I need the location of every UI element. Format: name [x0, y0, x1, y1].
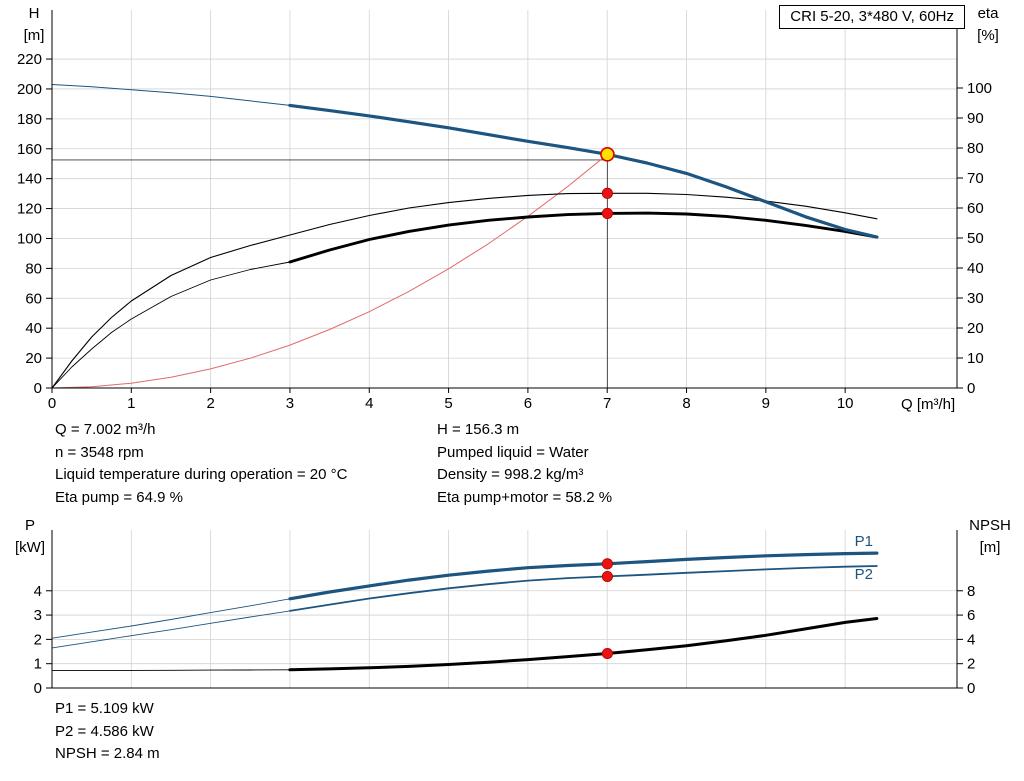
p-axis-name: P: [24, 517, 35, 534]
svg-text:2: 2: [34, 631, 42, 648]
info-liquid-temperature: Liquid temperature during operation = 20…: [55, 466, 348, 483]
curve-point-marker: [601, 187, 613, 199]
svg-text:220: 220: [17, 51, 42, 68]
h-axis-name: H: [28, 5, 40, 22]
duty-point-marker[interactable]: [600, 147, 615, 162]
curve-eta-pump-motor: [51, 211, 879, 389]
info-flow: Q = 7.002 m³/h: [55, 421, 156, 438]
svg-text:60: 60: [967, 200, 984, 217]
svg-text:80: 80: [967, 140, 984, 157]
duty-info-right: H = 156.3 m Pumped liquid = Water Densit…: [437, 419, 612, 509]
chart-power-npsh: 0 1 2 3 4 0 2 4 6 8 P1 P2: [34, 530, 976, 697]
info-pumped-liquid: Pumped liquid = Water: [437, 443, 589, 461]
q-axis-label: Q [m³/h]: [901, 396, 956, 413]
svg-text:2: 2: [206, 395, 214, 412]
svg-text:6: 6: [524, 395, 532, 412]
svg-text:10: 10: [967, 350, 984, 367]
svg-text:0: 0: [967, 380, 975, 397]
svg-text:10: 10: [837, 395, 854, 412]
info-eta-pump-motor: Eta pump+motor = 58.2 %: [437, 488, 613, 506]
svg-text:0: 0: [48, 395, 56, 412]
svg-text:100: 100: [17, 230, 42, 247]
duty-info-left: Q = 7.002 m³/h n = 3548 rpm Liquid tempe…: [55, 419, 347, 509]
gridlines: [52, 530, 957, 688]
svg-text:3: 3: [286, 395, 294, 412]
svg-text:2: 2: [967, 656, 975, 673]
svg-text:80: 80: [25, 260, 42, 277]
tick-labels: 0204060801001201401601802002200102030405…: [17, 51, 992, 412]
h-axis-label: H [m]: [14, 3, 54, 47]
curve-head-curve: [51, 84, 879, 239]
p-axis-label: P [kW]: [8, 515, 52, 559]
curve-point-marker: [601, 558, 613, 570]
svg-text:40: 40: [967, 260, 984, 277]
npsh-axis-label: NPSH [m]: [962, 515, 1018, 559]
curve-p1-curve: [51, 551, 879, 639]
svg-text:6: 6: [967, 607, 975, 624]
info-head: H = 156.3 m: [437, 421, 520, 438]
svg-text:60: 60: [25, 290, 42, 307]
series-label-p2: P2: [855, 566, 873, 583]
svg-text:20: 20: [967, 320, 984, 337]
svg-text:40: 40: [25, 320, 42, 337]
info-p1: P1 = 5.109 kW: [55, 700, 154, 717]
curve-npsh-curve: [51, 617, 879, 672]
svg-text:30: 30: [967, 290, 984, 307]
svg-text:100: 100: [967, 80, 992, 97]
info-density: Density = 998.2 kg/m³: [437, 466, 584, 483]
info-speed: n = 3548 rpm: [55, 443, 144, 461]
svg-text:4: 4: [365, 395, 373, 412]
npsh-axis-unit: [m]: [979, 539, 1001, 556]
svg-text:7: 7: [603, 395, 611, 412]
power-info: P1 = 5.109 kW P2 = 4.586 kW NPSH = 2.84 …: [55, 698, 160, 766]
svg-text:20: 20: [25, 350, 42, 367]
eta-axis-name: eta: [977, 5, 999, 22]
h-axis-unit: [m]: [23, 27, 45, 44]
info-p2: P2 = 4.586 kW: [55, 722, 154, 740]
svg-text:120: 120: [17, 201, 42, 218]
svg-text:160: 160: [17, 141, 42, 158]
axes: [46, 530, 963, 689]
curve-system-curve: [51, 153, 608, 389]
svg-text:8: 8: [967, 583, 975, 600]
pump-model-title: CRI 5-20, 3*480 V, 60Hz: [779, 5, 965, 29]
chart-hq-eta: 0204060801001201401601802002200102030405…: [17, 10, 992, 412]
svg-text:9: 9: [762, 395, 770, 412]
svg-text:4: 4: [967, 631, 975, 648]
svg-text:140: 140: [17, 171, 42, 188]
eta-axis-unit: [%]: [977, 27, 999, 44]
curve-point-marker: [601, 647, 613, 660]
svg-text:1: 1: [127, 395, 135, 412]
series-label-p1: P1: [855, 533, 873, 550]
svg-text:70: 70: [967, 170, 984, 187]
p-axis-unit: [kW]: [15, 539, 45, 556]
info-npsh: NPSH = 2.84 m: [55, 745, 160, 762]
curve-point-marker: [601, 570, 613, 583]
curve-point-marker: [601, 207, 613, 219]
curve-p2-curve: [51, 565, 878, 649]
svg-text:1: 1: [34, 656, 42, 673]
curve-eta-pump: [51, 192, 878, 389]
svg-text:3: 3: [34, 607, 42, 624]
eta-axis-label: eta [%]: [967, 3, 1009, 47]
tick-labels: 0 1 2 3 4 0 2 4 6 8: [34, 583, 976, 697]
gridlines: [52, 10, 957, 388]
svg-text:50: 50: [967, 230, 984, 247]
svg-text:4: 4: [34, 583, 42, 600]
svg-text:0: 0: [967, 680, 975, 697]
svg-text:0: 0: [34, 680, 42, 697]
svg-text:8: 8: [682, 395, 690, 412]
svg-text:0: 0: [34, 380, 42, 397]
npsh-axis-name: NPSH: [969, 517, 1011, 534]
svg-text:90: 90: [967, 110, 984, 127]
svg-text:5: 5: [444, 395, 452, 412]
info-eta-pump: Eta pump = 64.9 %: [55, 488, 183, 506]
axes: [46, 10, 963, 393]
svg-text:180: 180: [17, 111, 42, 128]
svg-text:200: 200: [17, 81, 42, 98]
